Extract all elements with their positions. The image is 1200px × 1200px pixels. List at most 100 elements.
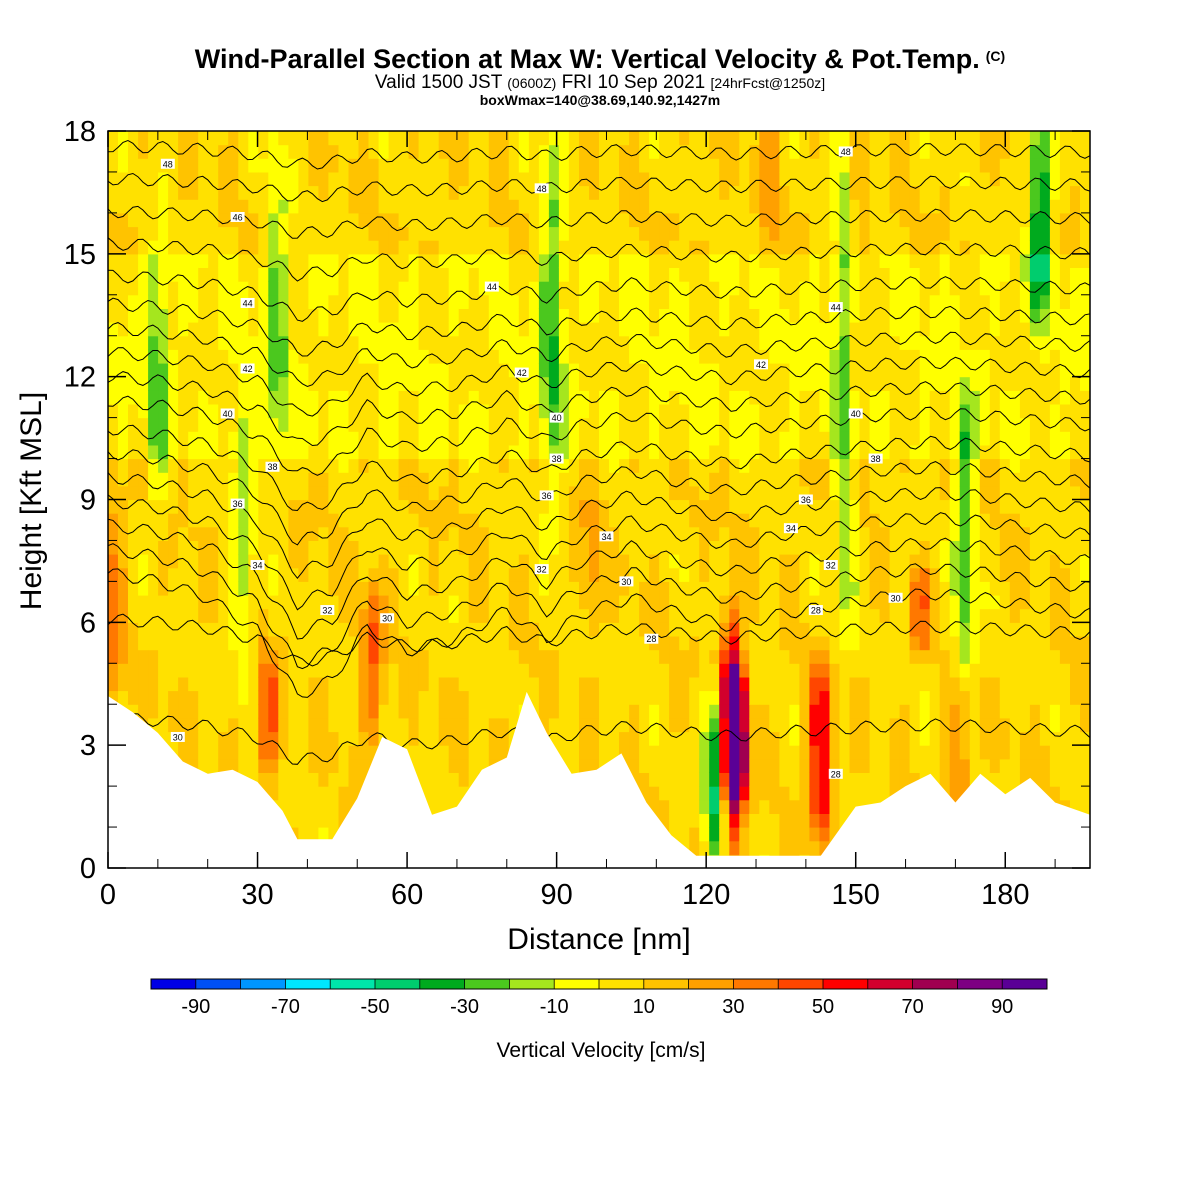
velocity-cell <box>498 281 510 296</box>
velocity-cell <box>438 322 450 337</box>
velocity-cell <box>158 240 169 255</box>
velocity-cell <box>368 240 380 255</box>
velocity-cell <box>488 444 500 460</box>
velocity-cell <box>158 199 169 214</box>
velocity-cell <box>889 308 901 323</box>
velocity-cell <box>528 595 540 610</box>
velocity-cell <box>108 444 119 460</box>
velocity-cell <box>478 690 490 705</box>
velocity-cell <box>498 171 510 187</box>
velocity-cell <box>138 540 149 555</box>
velocity-cell <box>218 199 229 214</box>
velocity-cell <box>699 786 710 801</box>
velocity-cell <box>999 376 1011 391</box>
velocity-cell <box>839 513 851 528</box>
velocity-cell <box>508 581 520 596</box>
velocity-cell <box>779 799 790 814</box>
velocity-cell <box>328 404 339 419</box>
velocity-cell <box>869 144 881 159</box>
velocity-cell <box>759 704 770 719</box>
velocity-cell <box>538 622 550 637</box>
velocity-cell <box>879 758 891 773</box>
velocity-cell <box>518 554 530 569</box>
velocity-cell <box>909 676 921 692</box>
velocity-cell <box>518 404 530 419</box>
velocity-cell <box>969 294 981 309</box>
velocity-cell <box>318 758 329 773</box>
velocity-cell <box>548 636 560 651</box>
velocity-cell <box>989 745 1001 760</box>
velocity-cell <box>699 294 710 309</box>
velocity-cell <box>368 540 380 555</box>
velocity-cell <box>288 199 299 214</box>
velocity-cell <box>418 608 430 623</box>
velocity-cell <box>358 581 370 596</box>
velocity-cell <box>448 758 460 773</box>
velocity-cell <box>929 281 941 296</box>
velocity-cell <box>899 595 911 610</box>
velocity-cell <box>198 349 209 364</box>
velocity-cell <box>709 745 720 760</box>
velocity-cell <box>699 281 710 296</box>
velocity-cell <box>478 144 490 159</box>
velocity-cell <box>178 636 189 651</box>
velocity-cell <box>218 185 229 200</box>
velocity-cell <box>268 731 279 746</box>
velocity-cell <box>248 717 259 733</box>
velocity-cell <box>999 417 1011 432</box>
velocity-cell <box>258 417 269 432</box>
velocity-cell <box>258 240 269 255</box>
velocity-cell <box>278 417 289 432</box>
velocity-cell <box>458 499 470 514</box>
velocity-cell <box>208 472 219 487</box>
velocity-cell <box>258 622 269 637</box>
velocity-cell <box>979 690 991 705</box>
velocity-cell <box>398 171 410 187</box>
velocity-cell <box>729 526 740 541</box>
velocity-cell <box>819 581 830 596</box>
velocity-cell <box>639 649 650 664</box>
velocity-cell <box>959 158 971 173</box>
velocity-cell <box>118 458 129 473</box>
velocity-cell <box>819 758 830 773</box>
velocity-cell <box>198 526 209 541</box>
velocity-cell <box>528 308 540 323</box>
velocity-cell <box>709 171 720 187</box>
velocity-cell <box>789 717 800 733</box>
velocity-cell <box>849 786 861 801</box>
velocity-cell <box>128 540 139 555</box>
velocity-cell <box>719 431 730 446</box>
velocity-cell <box>689 158 700 173</box>
velocity-cell <box>248 376 259 391</box>
velocity-cell <box>268 595 279 610</box>
velocity-cell <box>238 404 249 419</box>
velocity-cell <box>809 731 820 746</box>
velocity-cell <box>909 404 921 419</box>
velocity-cell <box>248 131 259 146</box>
velocity-cell <box>358 335 370 350</box>
velocity-cell <box>488 349 500 364</box>
velocity-cell <box>528 499 540 514</box>
velocity-cell <box>629 131 640 146</box>
velocity-cell <box>779 131 790 146</box>
velocity-cell <box>759 799 770 814</box>
velocity-cell <box>188 363 199 378</box>
velocity-cell <box>148 212 159 228</box>
velocity-cell <box>288 171 299 187</box>
vertical-velocity-field <box>108 131 1090 868</box>
velocity-cell <box>789 458 800 473</box>
velocity-cell <box>739 540 750 555</box>
velocity-cell <box>528 363 540 378</box>
velocity-cell <box>979 704 991 719</box>
velocity-cell <box>308 294 319 309</box>
velocity-cell <box>128 349 139 364</box>
velocity-cell <box>388 212 400 228</box>
velocity-cell <box>508 690 520 705</box>
velocity-cell <box>408 253 420 268</box>
velocity-cell <box>719 649 730 664</box>
velocity-cell <box>799 526 810 541</box>
velocity-cell <box>769 554 780 569</box>
velocity-cell <box>759 676 770 692</box>
velocity-cell <box>819 294 830 309</box>
velocity-cell <box>789 404 800 419</box>
